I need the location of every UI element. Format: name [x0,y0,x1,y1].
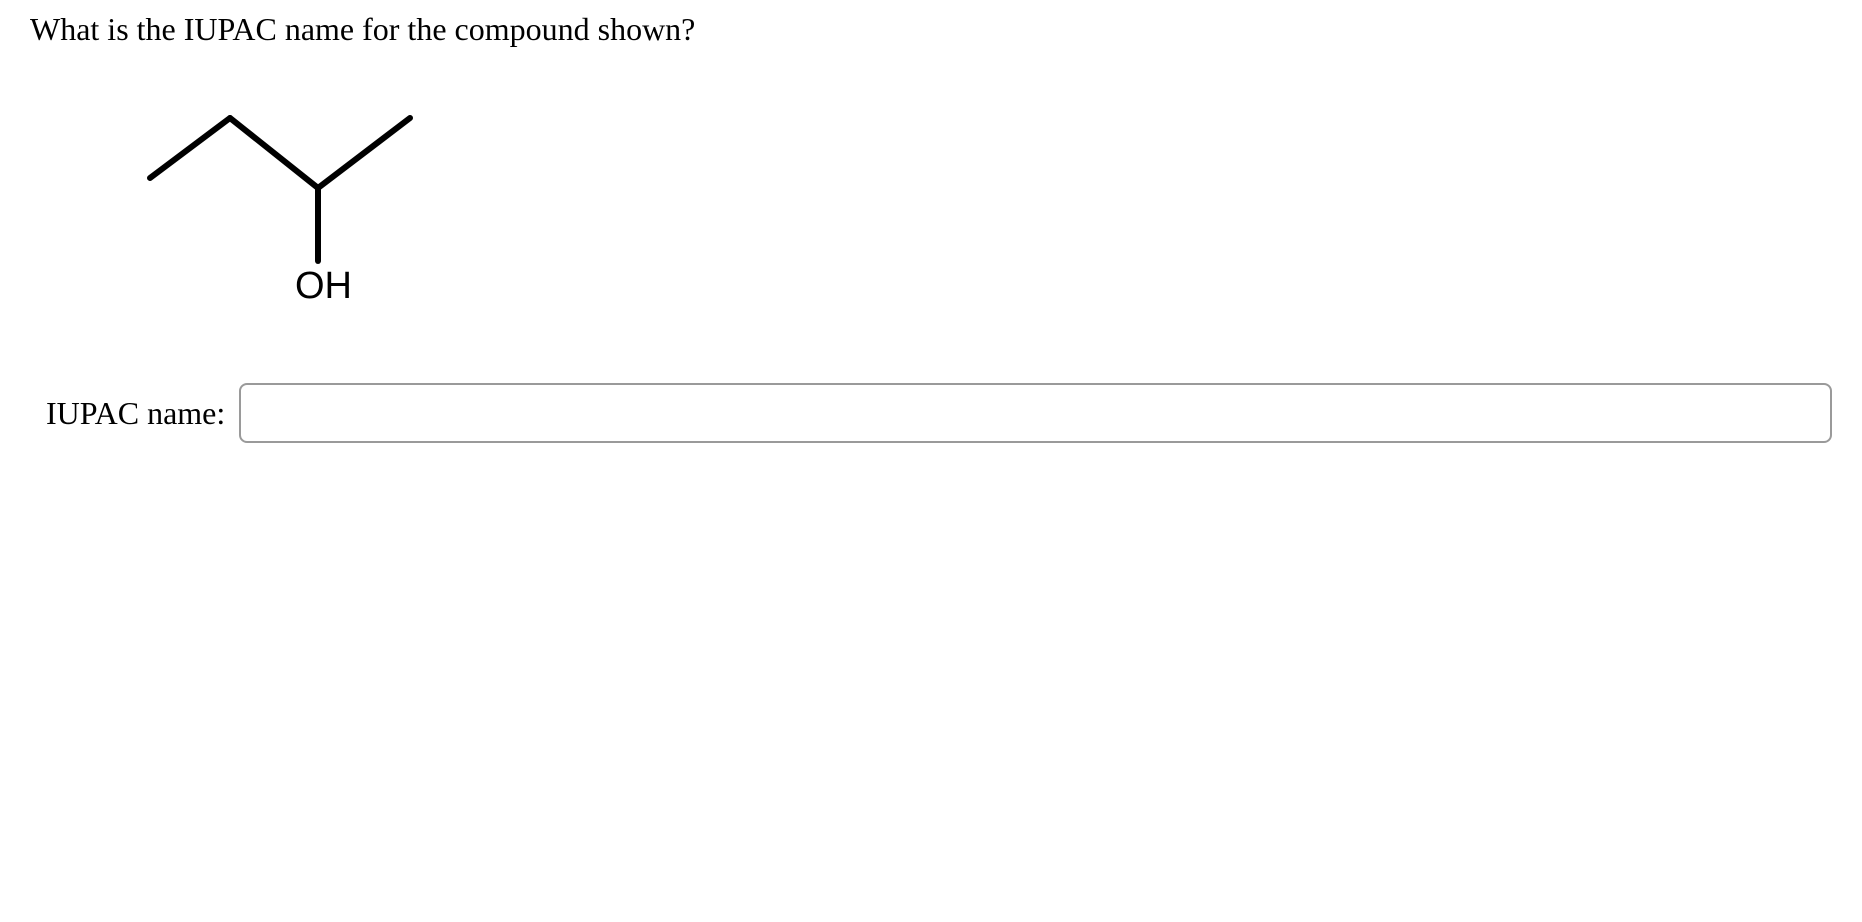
iupac-name-input[interactable] [239,383,1832,443]
bond-c3-c4 [318,118,410,188]
question-page: What is the IUPAC name for the compound … [0,0,1862,453]
oh-label: OH [295,265,352,307]
answer-row: IUPAC name: [30,383,1832,443]
bond-c2-c3 [230,118,318,188]
bond-c1-c2 [150,118,230,178]
molecule-structure: OH [90,78,1832,323]
question-prompt: What is the IUPAC name for the compound … [30,10,1832,48]
answer-label: IUPAC name: [30,395,225,432]
molecule-svg: OH [90,78,450,318]
